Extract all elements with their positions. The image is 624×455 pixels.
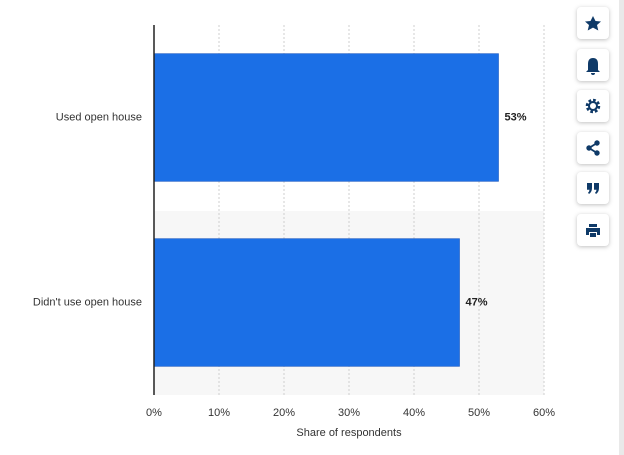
x-tick-label: 40% — [403, 407, 425, 419]
settings-button[interactable] — [577, 90, 609, 122]
scrollbar — [619, 0, 624, 455]
bar — [153, 53, 499, 182]
x-tick-label: 10% — [208, 407, 230, 419]
value-label: 53% — [505, 111, 527, 123]
x-tick-label: 0% — [146, 407, 162, 419]
print-button[interactable] — [577, 214, 609, 246]
notification-button[interactable] — [577, 49, 609, 81]
x-tick-label: 60% — [533, 407, 555, 419]
cite-button[interactable] — [577, 172, 609, 204]
favorite-button[interactable] — [577, 7, 609, 39]
x-axis-title: Share of respondents — [296, 427, 402, 439]
toolbar — [577, 7, 609, 246]
y-tick-label: Didn't use open house — [33, 296, 142, 308]
x-tick-label: 20% — [273, 407, 295, 419]
y-tick-label: Used open house — [56, 111, 142, 123]
value-label: 47% — [466, 296, 488, 308]
plot — [153, 25, 545, 395]
x-tick-label: 50% — [468, 407, 490, 419]
share-button[interactable] — [577, 132, 609, 164]
x-tick-label: 30% — [338, 407, 360, 419]
bar — [153, 238, 460, 367]
